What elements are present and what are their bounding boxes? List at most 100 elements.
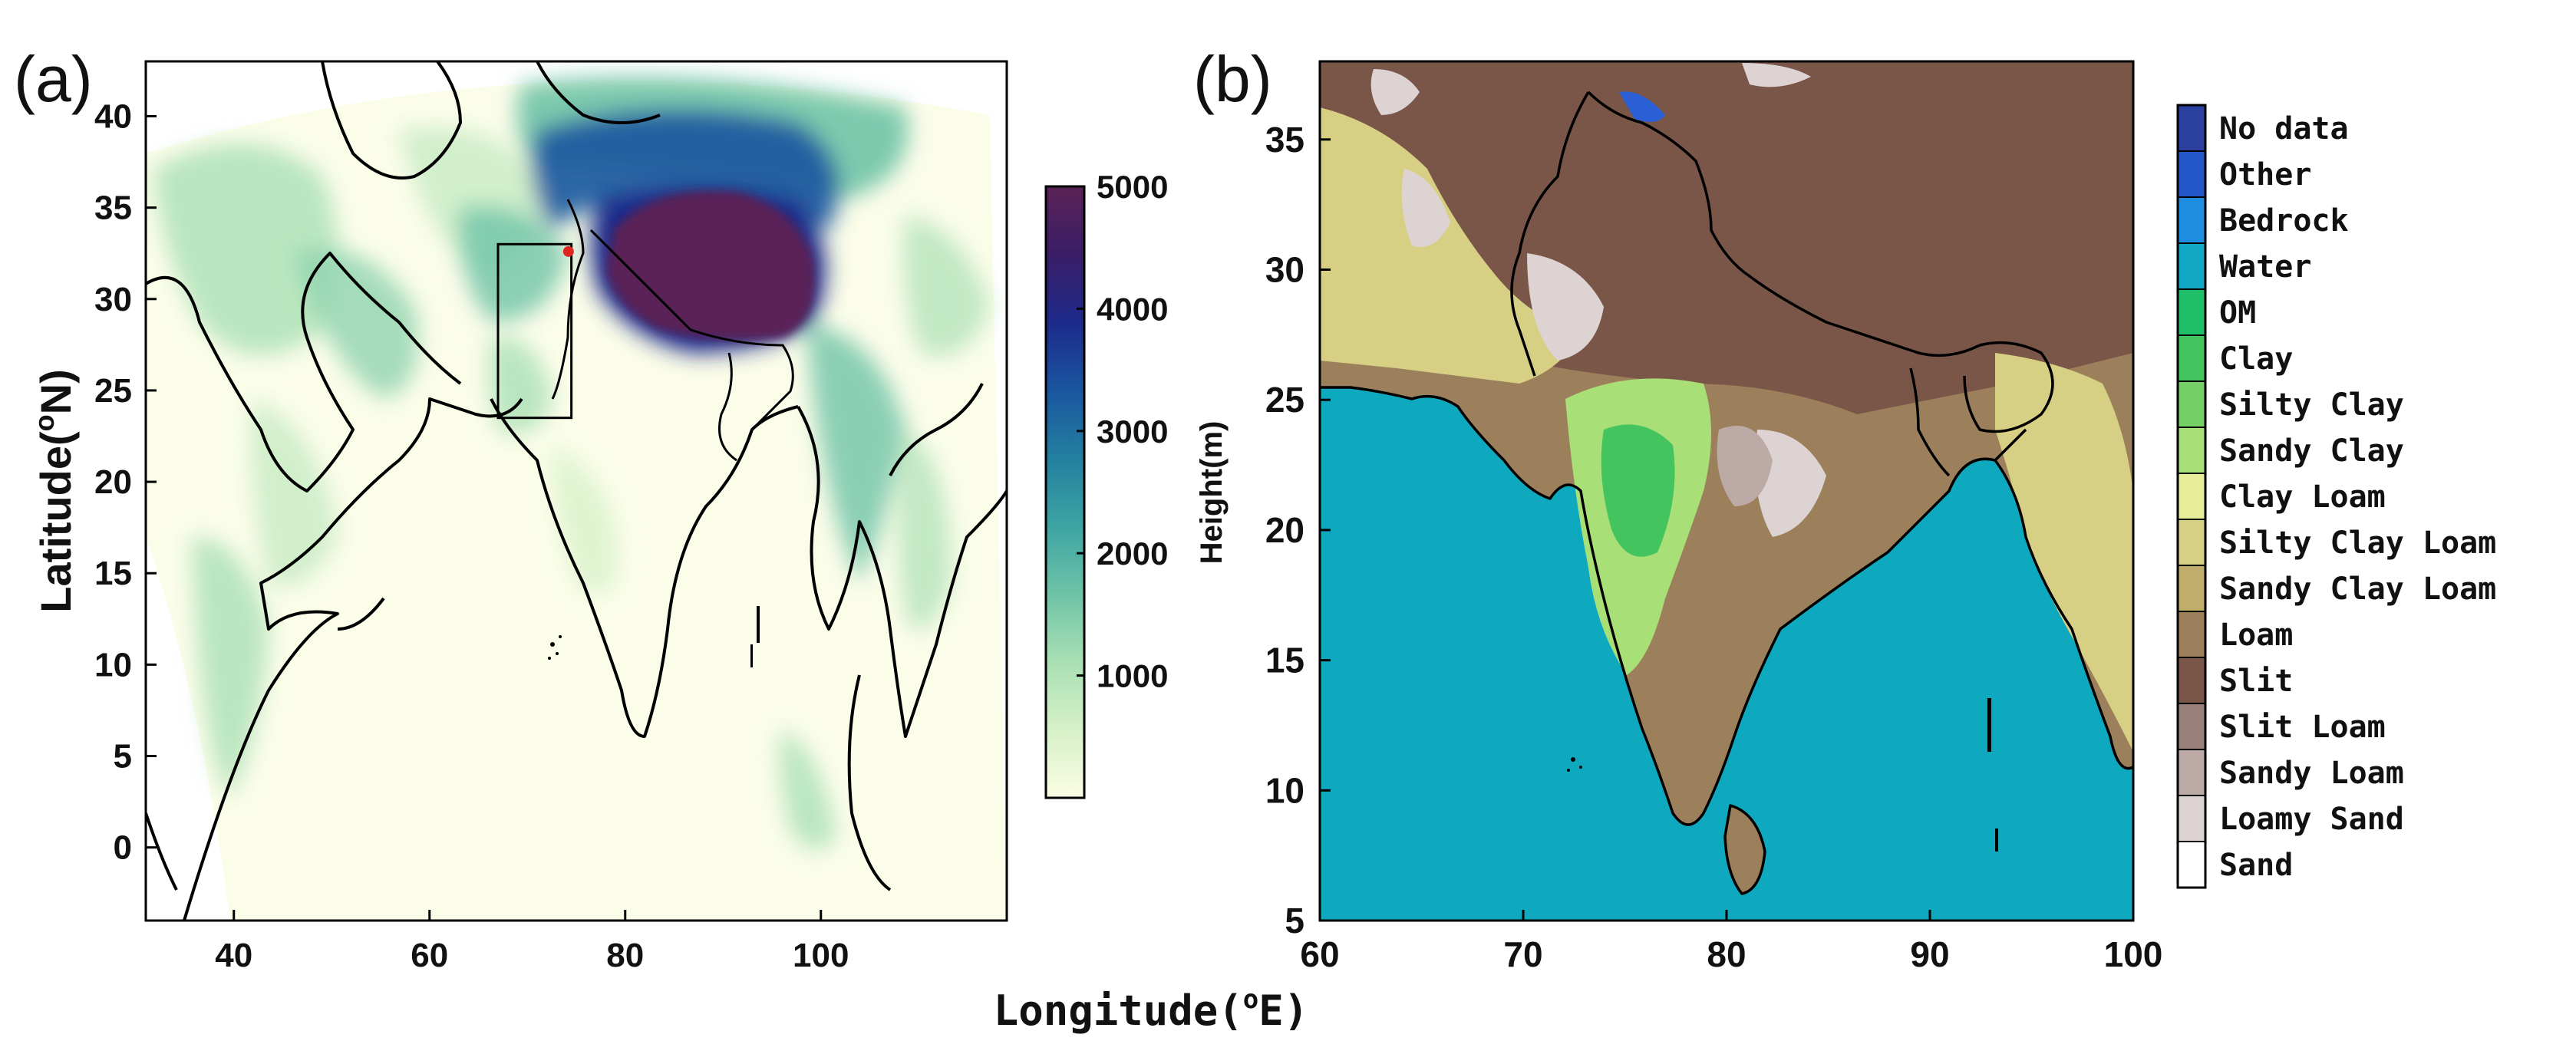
station-marker [562,245,574,257]
legend-swatch [2177,519,2206,566]
b-xtick-label: 60 [1300,934,1339,974]
legend-label: Slit [2219,664,2293,699]
soil-patch [1742,63,1811,87]
legend-swatch [2177,841,2206,888]
a-ytick-label: 25 [94,372,132,410]
colorbar-tick-label: 1000 [1097,658,1168,694]
legend-swatch [2177,795,2206,842]
xlabel-tail: E) [1258,987,1308,1035]
a-xtick-label: 60 [411,937,448,974]
panel-a-label: (a) [14,43,93,115]
legend-label: Sand [2219,848,2293,883]
a-ytick-label: 40 [94,97,132,135]
legend-swatch [2177,380,2206,428]
panel-b-soil-map: (b) [1193,43,2496,974]
legend-swatch [2177,196,2206,244]
legend-label: Clay [2219,341,2293,377]
elevation-colorbar: 1000 2000 3000 4000 5000 Height(m) [1044,169,1229,799]
legend-label: Water [2219,249,2311,285]
colorbar-label: Height(m) [1195,421,1229,565]
legend-swatch [2177,242,2206,290]
legend-label: Sandy Loam [2219,756,2404,791]
panel-b-y-ticks: 5 10 15 20 25 30 35 [1265,120,1331,941]
b-ytick-label: 20 [1265,510,1304,550]
coastlines [146,61,1007,921]
a-ytick-label: 20 [94,463,132,501]
b-xtick-label: 100 [2104,934,2163,974]
soil-patch [1755,430,1826,537]
legend-label: Other [2219,157,2311,193]
legend-swatch [2177,565,2206,612]
legend-label: Silty Clay Loam [2219,525,2496,561]
ylabel-sup: o [28,414,60,431]
svg-text:Latitude(oN): Latitude(oN) [28,369,80,613]
b-ytick-label: 25 [1265,380,1304,420]
tibetan-plateau [606,190,815,341]
colorbar-tick-label: 2000 [1097,535,1168,572]
b-ytick-label: 5 [1285,901,1304,941]
legend-frame [2176,104,2207,889]
legend-label: No data [2219,111,2349,147]
a-ytick-label: 5 [114,738,132,776]
b-ytick-label: 10 [1265,770,1304,810]
a-xtick-label: 40 [215,937,252,974]
ylabel-main: Latitude( [31,431,80,613]
ylabel-tail: N) [31,369,80,414]
soil-patch [1619,91,1665,122]
b-ytick-label: 15 [1265,641,1304,680]
legend-swatch [2177,611,2206,658]
b-ytick-label: 35 [1265,120,1304,160]
shared-xlabel: Longitude(oE) [994,984,1309,1035]
legend-label: OM [2219,295,2256,331]
panel-a-frame [144,60,1008,922]
legend-swatch [2177,104,2206,152]
legend-label: Sandy Clay [2219,433,2404,469]
colorbar-tick-label: 5000 [1097,169,1168,205]
soil-patch [1717,426,1773,506]
panel-a-ylabel: Latitude(oN) [28,369,80,613]
a-ytick-label: 10 [94,646,132,684]
soil-patch [1601,424,1675,557]
panel-b-map-area [1320,61,2133,921]
legend-label: Clay Loam [2219,479,2386,515]
islands [548,606,760,667]
legend-swatch [2177,703,2206,750]
panel-a-x-ticks: 40 60 80 100 [215,910,849,974]
panel-b-islands [1567,698,1998,852]
legend-label: Bedrock [2219,203,2349,239]
panel-b-x-ticks: 60 70 80 90 100 [1300,910,2162,974]
soil-patch [1527,253,1604,361]
soil-patch [1401,169,1450,247]
a-xtick-label: 100 [793,937,849,974]
xlabel-main: Longitude( [994,987,1243,1035]
a-ytick-label: 35 [94,189,132,227]
panel-b-borders [1320,91,2133,895]
legend-label: Sandy Clay Loam [2219,572,2496,607]
xlabel-sup: o [1243,984,1258,1015]
legend-label: Slit Loam [2219,710,2386,745]
soil-patch [1370,69,1420,115]
a-ytick-label: 30 [94,281,132,318]
colorbar-tick-label: 3000 [1097,413,1168,450]
a-ytick-label: 15 [94,555,132,592]
b-xtick-label: 80 [1707,934,1746,974]
study-area-box [496,242,573,420]
soil-type-legend: No data Other Bedrock Water OM Clay Silty Clay… [2176,104,2496,889]
legend-label: Silty Clay [2219,387,2404,423]
b-ytick-label: 30 [1265,250,1304,290]
colorbar-body [1044,185,1086,799]
b-xtick-label: 90 [1910,934,1949,974]
colorbar-ticks: 1000 2000 3000 4000 5000 [1077,169,1168,694]
legend-swatch [2177,288,2206,336]
colorbar-tick-label: 4000 [1097,291,1168,327]
panel-a-y-ticks: 0 5 10 15 20 25 30 35 40 [94,97,157,867]
legend-swatch [2177,334,2206,382]
legend-label: Loam [2219,618,2293,653]
panel-a-map-area [146,61,1007,921]
a-ytick-label: 0 [114,829,132,867]
panel-b-label: (b) [1193,43,1272,115]
svg-text:Longitude(oE): Longitude(oE) [994,984,1309,1035]
a-xtick-label: 80 [606,937,644,974]
legend-swatch [2177,150,2206,198]
